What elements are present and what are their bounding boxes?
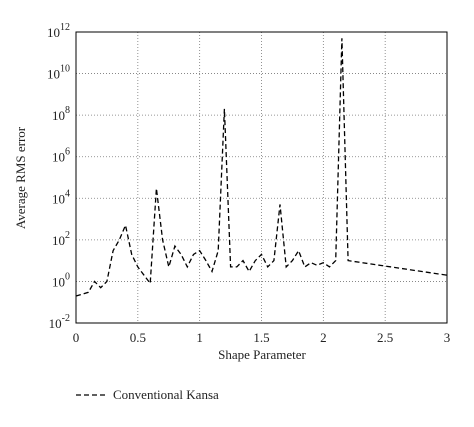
y-axis-label: Average RMS error	[13, 126, 28, 229]
x-tick-label: 2.5	[377, 330, 393, 345]
x-tick-label: 1	[196, 330, 203, 345]
x-axis-label: Shape Parameter	[218, 347, 306, 362]
legend-label: Conventional Kansa	[113, 387, 219, 402]
x-tick-label: 0	[73, 330, 80, 345]
y-tick-label: 108	[52, 105, 70, 123]
x-tick-label: 0.5	[130, 330, 146, 345]
y-tick-label: 1010	[47, 64, 70, 82]
x-tick-label: 1.5	[253, 330, 269, 345]
y-tick-label: 10-2	[49, 313, 70, 331]
plot-frame	[75, 31, 448, 324]
y-tick-label: 102	[52, 230, 70, 248]
y-tick-label: 100	[52, 272, 70, 290]
x-tick-label: 2	[320, 330, 327, 345]
y-tick-label: 1012	[47, 22, 70, 40]
data-line	[75, 38, 448, 297]
y-tick-label: 104	[52, 189, 70, 207]
y-tick-label: 106	[52, 147, 70, 165]
x-tick-label: 3	[444, 330, 451, 345]
